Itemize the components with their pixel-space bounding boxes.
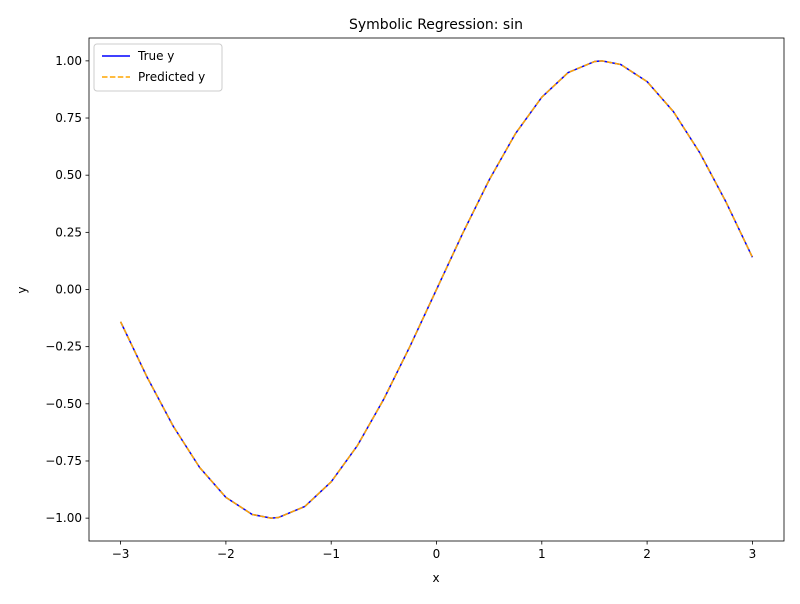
legend-label: True y [137, 49, 174, 63]
series-line-predicted-y [119, 60, 754, 519]
plot-area: −3 −2 −1 0 1 2 3 −1.00 −0.75 −0.50 −0.25 0.00 0.25 0.… [45, 37, 785, 561]
y-tick-label: −0.25 [45, 340, 82, 354]
y-tick-label: 0.50 [55, 168, 82, 182]
y-axis-label: y [15, 286, 29, 293]
y-tick-label: 0.00 [55, 283, 82, 297]
y-tick-label: 1.00 [55, 54, 82, 68]
x-tick-label: 1 [538, 547, 546, 561]
y-tick-label: −0.75 [45, 454, 82, 468]
y-tick-label: −0.50 [45, 397, 82, 411]
y-tick-label: 0.25 [55, 225, 82, 239]
x-tick-label: −2 [217, 547, 235, 561]
x-tick-label: 3 [749, 547, 757, 561]
legend-label: Predicted y [138, 70, 205, 84]
x-tick-label: −1 [322, 547, 340, 561]
y-tick-label: 0.75 [55, 111, 82, 125]
x-tick-label: 2 [643, 547, 651, 561]
y-tick-label: −1.00 [45, 511, 82, 525]
x-tick-label: −3 [112, 547, 130, 561]
x-tick-label: 0 [433, 547, 441, 561]
legend: True y Predicted y [93, 43, 223, 92]
chart-title: Symbolic Regression: sin [349, 17, 523, 33]
x-axis-label: x [432, 571, 439, 585]
